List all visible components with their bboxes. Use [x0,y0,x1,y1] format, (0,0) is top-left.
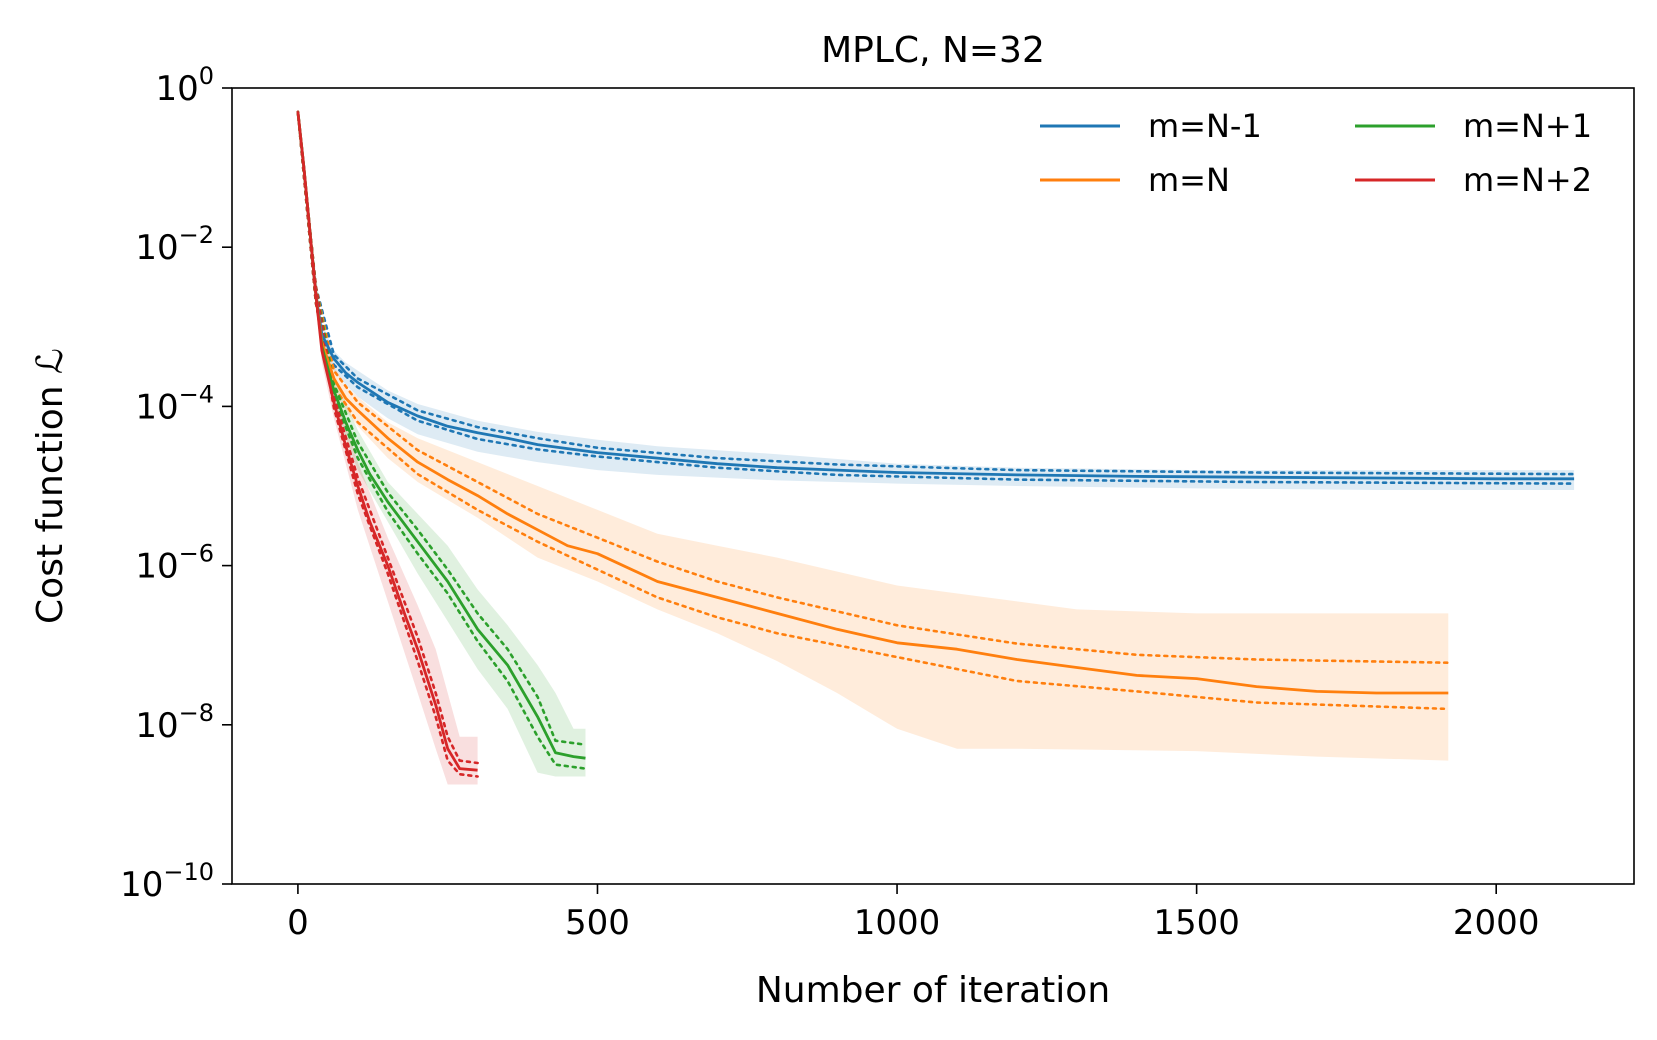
y-tick-label: 10−10 [120,858,214,905]
y-tick-label: 100 [155,62,214,109]
y-tick-base: 10 [135,387,178,427]
series-lines [296,111,1575,772]
y-tick-base: 10 [135,228,178,268]
y-tick-base: 10 [135,706,178,746]
y-tick-exponent: −2 [179,221,214,249]
legend-label-series-0: m=N-1 [1148,107,1262,145]
x-tick-label: 0 [287,903,309,943]
legend-label-series-3: m=N+2 [1463,161,1592,199]
band-series-1 [297,111,1449,761]
y-tick-base: 10 [155,69,198,109]
line-series-0 [296,111,1575,481]
y-tick-exponent: 0 [199,62,214,90]
dotted-lower-series-3 [296,110,479,778]
y-tick-label: 10−2 [135,221,214,268]
y-tick-exponent: −4 [179,380,214,408]
y-tick-base: 10 [135,547,178,587]
legend: m=N-1 m=N m=N+1 m=N+2 [1040,107,1592,199]
x-axis-label: Number of iteration [756,970,1110,1011]
line-series-3 [296,111,478,772]
y-tick-exponent: −6 [179,540,214,568]
y-tick-label: 10−6 [135,540,214,587]
x-tick-label: 2000 [1453,903,1540,943]
dotted-upper-series-0 [296,110,1576,476]
legend-label-series-2: m=N+1 [1463,107,1592,145]
y-tick-label: 10−4 [135,380,214,427]
dotted-lower-series-1 [296,110,1450,711]
x-tick-label: 1000 [854,903,941,943]
legend-label-series-1: m=N [1148,161,1230,199]
x-tick-label: 1500 [1153,903,1240,943]
y-tick-exponent: −10 [163,858,214,886]
chart-title: MPLC, N=32 [821,30,1045,71]
y-tick-label: 10−8 [135,699,214,746]
plot-area-frame [231,87,1635,885]
line-series-1 [296,111,1449,695]
x-axis-ticks: 0 500 1000 1500 2000 [287,884,1539,943]
y-axis-label-symbol: ℒ [30,348,71,374]
y-tick-exponent: −8 [179,699,214,727]
x-tick-label: 500 [565,903,630,943]
y-tick-base: 10 [120,865,163,905]
y-axis-label-text: Cost function [30,385,71,624]
y-axis-label: Cost function ℒ [30,348,71,624]
dotted-upper-series-1 [296,110,1450,664]
